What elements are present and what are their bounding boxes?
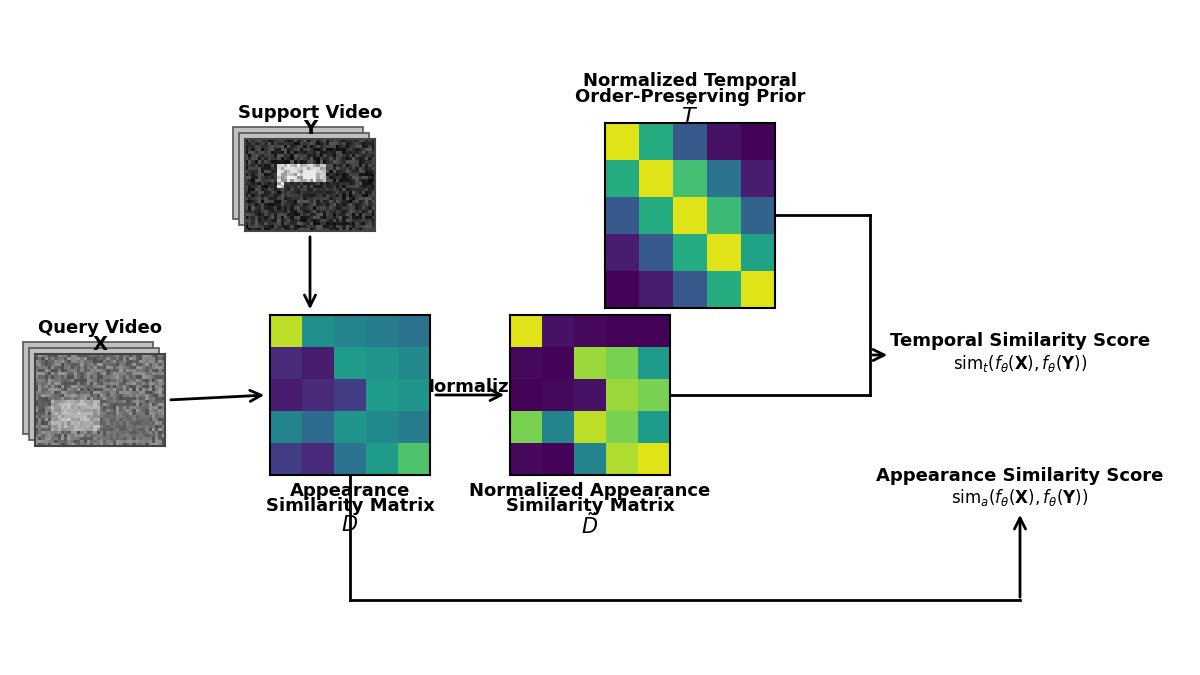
Text: $\tilde{T}$: $\tilde{T}$ <box>682 101 698 128</box>
Text: Support Video: Support Video <box>238 104 382 122</box>
Text: Appearance: Appearance <box>290 482 410 500</box>
Text: Similarity Matrix: Similarity Matrix <box>265 497 434 515</box>
Text: Temporal Similarity Score: Temporal Similarity Score <box>890 332 1150 350</box>
Text: $\tilde{D}$: $\tilde{D}$ <box>582 512 599 538</box>
Bar <box>23 342 154 434</box>
Text: Query Video: Query Video <box>38 319 162 337</box>
Text: Order-Preserving Prior: Order-Preserving Prior <box>575 88 805 107</box>
Text: D: D <box>342 515 358 535</box>
Text: $\mathrm{sim}_t(f_\theta(\mathbf{X}), f_\theta(\mathbf{Y}))$: $\mathrm{sim}_t(f_\theta(\mathbf{X}), f_… <box>953 352 1087 373</box>
Text: Normalized Appearance: Normalized Appearance <box>469 482 710 500</box>
Text: $\mathrm{sim}_a(f_\theta(\mathbf{X}), f_\theta(\mathbf{Y}))$: $\mathrm{sim}_a(f_\theta(\mathbf{X}), f_… <box>952 487 1088 508</box>
Text: Y: Y <box>302 119 317 138</box>
Text: Normalize: Normalize <box>419 378 521 396</box>
Text: Appearance Similarity Score: Appearance Similarity Score <box>876 467 1164 485</box>
Text: Normalized Temporal: Normalized Temporal <box>583 72 797 90</box>
Bar <box>29 348 158 440</box>
Bar <box>239 133 370 225</box>
Text: Similarity Matrix: Similarity Matrix <box>505 497 674 515</box>
Text: X: X <box>92 335 108 354</box>
Bar <box>233 127 364 219</box>
